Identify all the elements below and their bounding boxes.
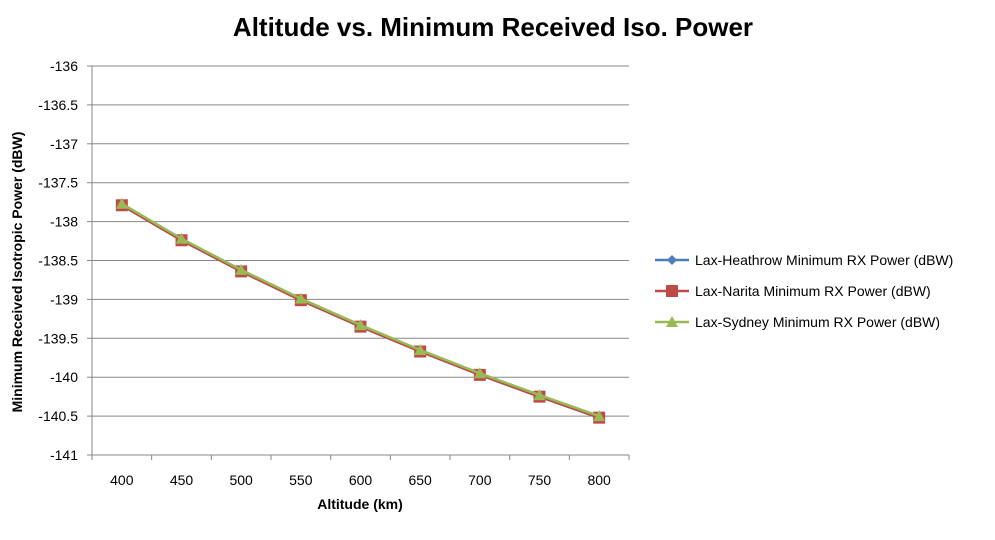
legend-item: Lax-Sydney Minimum RX Power (dBW)	[655, 314, 940, 330]
y-tick-label: -138.5	[38, 253, 78, 269]
series-line	[121, 204, 600, 419]
data-point	[294, 292, 307, 304]
data-point	[414, 343, 427, 355]
legend-item: Lax-Narita Minimum RX Power (dBW)	[655, 283, 931, 299]
data-point	[354, 319, 367, 331]
legend-item: Lax-Heathrow Minimum RX Power (dBW)	[655, 252, 953, 268]
x-axis-label: Altitude (km)	[317, 496, 403, 512]
data-point	[473, 367, 486, 379]
series-3	[115, 197, 606, 422]
legend-label: Lax-Narita Minimum RX Power (dBW)	[695, 283, 931, 299]
series-1	[116, 200, 605, 423]
x-tick-label: 650	[408, 472, 432, 488]
y-tick-label: -140.5	[38, 408, 78, 424]
grid	[92, 65, 629, 456]
legend-marker	[666, 285, 678, 297]
y-tick-label: -138	[50, 214, 78, 230]
x-tick-label: 700	[468, 472, 492, 488]
y-tick-label: -140	[50, 369, 78, 385]
legend: Lax-Heathrow Minimum RX Power (dBW) Lax-N…	[655, 252, 953, 330]
legend-marker	[666, 316, 678, 327]
y-axis-label: Minimum Received Isotropic Power (dBW)	[9, 132, 25, 413]
y-tick-label: -136	[50, 58, 78, 74]
data-point	[235, 263, 248, 275]
chart-title: Altitude vs. Minimum Received Iso. Power	[233, 12, 753, 42]
x-tick-label: 600	[349, 472, 373, 488]
x-tick-label: 550	[289, 472, 313, 488]
series-line	[121, 204, 600, 419]
y-tick-label: -139.5	[38, 330, 78, 346]
y-tick-label: -137.5	[38, 175, 78, 191]
data-point	[533, 389, 546, 401]
y-tick-label: -139	[50, 291, 78, 307]
data-point	[115, 197, 128, 209]
legend-label: Lax-Sydney Minimum RX Power (dBW)	[695, 314, 940, 330]
x-tick-label: 500	[229, 472, 253, 488]
legend-marker	[667, 255, 677, 265]
x-tick-label: 400	[110, 472, 134, 488]
x-tick-label: 450	[170, 472, 194, 488]
x-tick-label: 800	[587, 472, 611, 488]
series-group	[115, 197, 606, 424]
y-tick-label: -137	[50, 136, 78, 152]
axes: -136 -136.5 -137 -137.5 -138 -138.5 -139 -139.5…	[38, 58, 630, 488]
series-line	[121, 202, 600, 418]
data-point	[593, 410, 606, 422]
data-point	[175, 232, 188, 244]
x-tick-label: 750	[528, 472, 552, 488]
series-2	[115, 199, 606, 424]
y-tick-label: -136.5	[38, 97, 78, 113]
y-tick-label: -141	[50, 447, 78, 463]
legend-label: Lax-Heathrow Minimum RX Power (dBW)	[695, 252, 953, 268]
